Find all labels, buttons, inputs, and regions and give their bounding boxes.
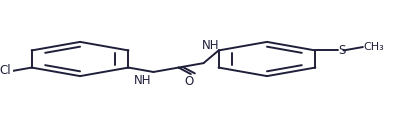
Text: NH: NH xyxy=(134,74,152,87)
Text: CH₃: CH₃ xyxy=(364,42,384,52)
Text: O: O xyxy=(184,75,193,88)
Text: NH: NH xyxy=(202,39,220,52)
Text: S: S xyxy=(338,44,346,57)
Text: Cl: Cl xyxy=(0,64,12,77)
